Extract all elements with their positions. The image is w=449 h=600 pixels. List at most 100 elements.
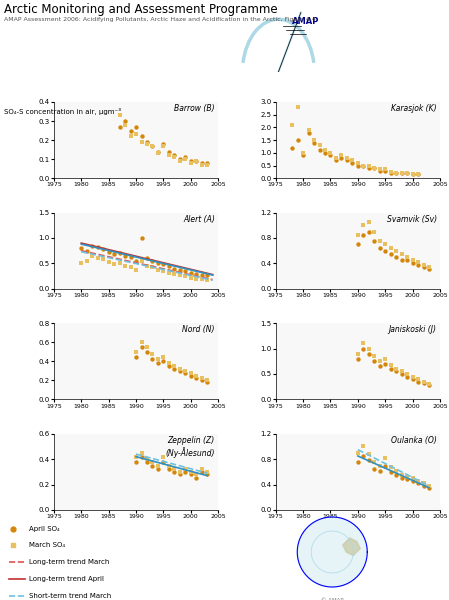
Text: AMAP Assessment 2006: Acidifying Pollutants, Arctic Haze and Acidification in th: AMAP Assessment 2006: Acidifying Polluta… xyxy=(4,17,317,22)
Point xyxy=(354,458,361,467)
Point xyxy=(392,367,400,376)
Point xyxy=(365,449,372,459)
Point xyxy=(382,461,389,470)
Point xyxy=(149,141,156,151)
Text: April SO₄: April SO₄ xyxy=(29,526,60,532)
Point xyxy=(376,243,383,253)
Text: SO₄-S concentration in air, μgm⁻³: SO₄-S concentration in air, μgm⁻³ xyxy=(4,108,122,115)
Point xyxy=(160,352,167,361)
Point xyxy=(127,131,134,141)
Point xyxy=(143,137,150,147)
Point xyxy=(132,352,140,361)
Point xyxy=(198,160,205,170)
Point xyxy=(426,262,433,271)
Point xyxy=(116,259,123,268)
Point xyxy=(392,252,400,262)
Point xyxy=(409,476,416,486)
Point xyxy=(171,264,178,274)
Point xyxy=(149,355,156,364)
Point xyxy=(110,260,118,269)
Point xyxy=(343,153,351,163)
Point xyxy=(398,369,405,379)
Point xyxy=(365,455,372,465)
Point xyxy=(154,259,162,268)
Point xyxy=(154,461,162,470)
Point xyxy=(392,364,400,374)
Point xyxy=(204,275,211,284)
Point xyxy=(332,153,339,163)
Point xyxy=(371,236,378,246)
Point xyxy=(354,230,361,239)
Point xyxy=(392,470,400,480)
Point xyxy=(171,151,178,160)
Point xyxy=(382,453,389,463)
Point xyxy=(149,457,156,467)
Point xyxy=(149,263,156,272)
Point xyxy=(387,360,394,370)
Point xyxy=(187,273,194,283)
Point xyxy=(100,244,107,254)
Point xyxy=(198,467,205,476)
Point xyxy=(88,251,96,260)
Point xyxy=(198,464,205,474)
Point xyxy=(176,467,184,476)
Point xyxy=(143,254,150,263)
Point xyxy=(382,239,389,249)
Point xyxy=(414,170,422,179)
Point xyxy=(310,138,317,148)
Text: Janiskoski (J): Janiskoski (J) xyxy=(389,325,437,334)
Point xyxy=(122,116,129,126)
Point xyxy=(349,158,356,168)
Point xyxy=(176,270,184,280)
Point xyxy=(83,246,90,256)
Point xyxy=(165,151,172,160)
Point xyxy=(110,250,118,259)
Point xyxy=(143,454,150,464)
Point xyxy=(138,452,145,461)
Point xyxy=(392,246,400,256)
Point xyxy=(398,256,405,265)
Point xyxy=(371,352,378,361)
Point xyxy=(165,464,172,474)
Point xyxy=(365,217,372,227)
Point xyxy=(154,265,162,274)
Point xyxy=(187,371,194,380)
Point xyxy=(138,448,145,458)
Polygon shape xyxy=(343,538,360,556)
Point xyxy=(382,246,389,256)
Point xyxy=(354,161,361,170)
Point xyxy=(122,120,129,130)
Point xyxy=(176,470,184,479)
Point xyxy=(387,243,394,253)
Point xyxy=(132,122,140,131)
Point xyxy=(204,271,211,280)
Point xyxy=(160,266,167,276)
Text: Nord (N): Nord (N) xyxy=(182,325,215,334)
Point xyxy=(398,470,405,480)
Point xyxy=(294,136,301,145)
Point xyxy=(204,160,211,170)
Point xyxy=(365,163,372,173)
Point xyxy=(392,466,400,475)
Point xyxy=(198,158,205,168)
Point xyxy=(165,147,172,157)
Point xyxy=(116,122,123,131)
Point xyxy=(426,380,433,390)
Point xyxy=(193,470,200,479)
Text: © AMAP: © AMAP xyxy=(321,598,343,600)
Point xyxy=(105,247,112,257)
Point xyxy=(165,358,172,368)
Point xyxy=(398,367,405,376)
Point xyxy=(398,169,405,178)
Point xyxy=(305,125,312,135)
Point xyxy=(187,158,194,168)
Point xyxy=(100,254,107,264)
Point xyxy=(132,256,140,266)
Point xyxy=(360,338,367,348)
Point xyxy=(176,366,184,376)
Point xyxy=(138,137,145,147)
Point xyxy=(193,473,200,483)
Point xyxy=(204,376,211,385)
Point xyxy=(392,168,400,178)
Point xyxy=(132,265,140,274)
